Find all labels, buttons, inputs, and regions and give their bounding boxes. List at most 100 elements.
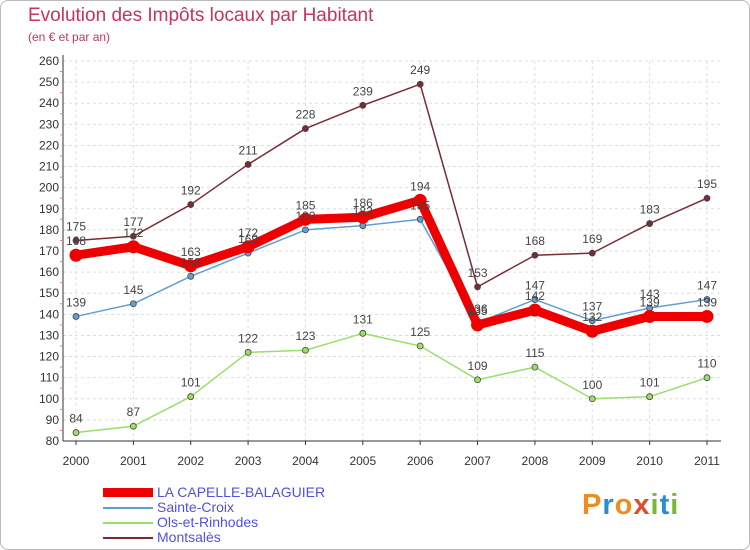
brand-letter: r (602, 489, 615, 521)
data-point (298, 212, 312, 226)
brand-letter: t (659, 489, 671, 521)
data-point (643, 309, 657, 323)
data-point (588, 249, 596, 257)
y-tick-label: 180 (39, 223, 59, 237)
data-label: 115 (525, 346, 544, 360)
y-tick-label: 120 (39, 350, 59, 364)
data-label: 142 (525, 289, 545, 303)
data-point (302, 226, 309, 234)
brand-letter: o (614, 489, 634, 521)
y-tick-label: 250 (39, 75, 59, 89)
series-line-3 (75, 83, 708, 288)
data-point (126, 240, 140, 254)
data-point (474, 376, 481, 384)
legend-label: LA CAPELLE-BALAGUIER (157, 484, 326, 500)
data-label: 185 (410, 198, 430, 212)
proxiti-logo: Proxiti (582, 489, 679, 522)
x-tick-label: 2002 (177, 454, 204, 468)
data-point (302, 346, 309, 354)
data-label: 169 (238, 232, 258, 246)
legend-label: Sainte-Croix (157, 499, 235, 515)
data-label: 136 (468, 302, 488, 316)
data-label: 168 (525, 234, 545, 248)
y-tick-label: 170 (39, 244, 59, 258)
data-label: 137 (582, 300, 602, 314)
data-label: 139 (66, 295, 86, 309)
data-label: 122 (238, 331, 258, 345)
y-tick-label: 260 (39, 54, 59, 68)
data-point (646, 393, 654, 401)
x-tick-label: 2009 (579, 454, 606, 468)
data-label: 139 (640, 295, 660, 309)
legend: LA CAPELLE-BALAGUIER Sainte-Croix Ols-et… (103, 485, 325, 545)
data-label: 125 (410, 325, 430, 339)
data-point (72, 429, 80, 436)
y-tick-label: 230 (39, 117, 59, 131)
y-tick-label: 100 (39, 392, 59, 406)
data-point (359, 329, 367, 337)
data-point (129, 232, 137, 240)
data-point (187, 201, 195, 208)
data-point (187, 272, 195, 280)
data-point (703, 296, 711, 303)
y-tick-label: 110 (40, 371, 59, 385)
data-label: 177 (123, 215, 143, 229)
y-tick-label: 140 (39, 307, 59, 321)
data-point (72, 237, 80, 244)
data-point (416, 215, 424, 223)
data-point (531, 363, 539, 371)
data-label: 172 (238, 226, 258, 240)
data-point (244, 348, 252, 356)
data-label: 87 (127, 405, 141, 419)
chart-title: Evolution des Impôts locaux par Habitant (28, 5, 374, 26)
data-point (129, 422, 137, 430)
data-label: 163 (181, 245, 201, 259)
x-tick-label: 2005 (349, 454, 376, 468)
data-point (588, 395, 596, 403)
y-tick-label: 190 (39, 202, 59, 216)
legend-item: Ols-et-Rinhodes (103, 515, 325, 530)
legend-item: LA CAPELLE-BALAGUIER (103, 485, 325, 500)
y-tick-label: 210 (39, 160, 59, 174)
brand-letter: x (633, 489, 651, 521)
data-point (302, 125, 309, 132)
data-label: 123 (295, 329, 315, 343)
data-point (585, 324, 599, 338)
legend-label: Ols-et-Rinhodes (157, 514, 259, 530)
data-point (416, 80, 424, 88)
data-label: 158 (181, 255, 201, 269)
data-point (244, 161, 252, 168)
data-point (359, 101, 367, 109)
y-tick-label: 240 (39, 96, 59, 110)
data-label: 228 (295, 108, 315, 122)
y-tick-label: 130 (39, 328, 59, 342)
x-tick-label: 2003 (235, 454, 262, 468)
data-label: 143 (640, 287, 660, 301)
brand-letter: i (670, 489, 680, 521)
data-label: 185 (295, 198, 315, 212)
data-label: 182 (353, 205, 373, 219)
data-label: 101 (181, 376, 201, 390)
data-label: 139 (697, 295, 717, 309)
data-label: 180 (295, 209, 315, 223)
data-label: 169 (582, 232, 602, 246)
data-label: 194 (410, 179, 430, 193)
data-label: 109 (468, 359, 488, 373)
data-label: 211 (239, 143, 258, 157)
legend-swatch-ols (103, 521, 153, 524)
data-point (700, 309, 714, 323)
data-label: 153 (468, 266, 488, 280)
data-point (471, 318, 485, 332)
data-label: 195 (697, 177, 717, 191)
data-label: 186 (353, 196, 373, 210)
x-tick-label: 2004 (292, 454, 319, 468)
data-label: 132 (582, 310, 602, 324)
x-tick-label: 2011 (694, 454, 720, 468)
data-label: 145 (123, 283, 143, 297)
data-point (129, 300, 137, 308)
data-point (184, 259, 198, 273)
legend-label: Montsalès (157, 529, 221, 545)
data-label: 239 (353, 84, 373, 98)
x-tick-label: 2007 (464, 454, 491, 468)
